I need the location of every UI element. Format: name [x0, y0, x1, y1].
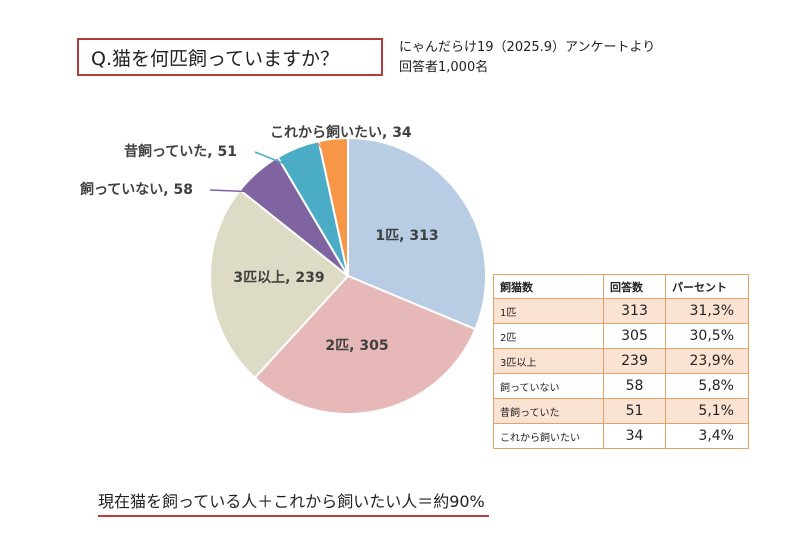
slice-label: 2匹, 305 [325, 338, 388, 354]
source-line-survey: にゃんだらけ19（2025.9）アンケートより [399, 40, 656, 55]
header-percent: パーセント [665, 274, 749, 299]
table-row: 3匹以上 239 23,9% [493, 348, 749, 374]
row-percent: 3,4% [665, 423, 749, 449]
leader-line [254, 151, 308, 174]
header-cat-count: 飼猫数 [493, 274, 604, 299]
row-count: 239 [603, 348, 666, 374]
slice-label: 3匹以上, 239 [233, 270, 324, 286]
row-count: 305 [603, 323, 666, 349]
table-row: 飼っていない 58 5,8% [493, 373, 749, 399]
row-label: 1匹 [493, 298, 604, 324]
row-count: 34 [603, 423, 666, 449]
row-label: これから飼いたい [493, 423, 604, 449]
source-line-respondents: 回答者1,000名 [399, 60, 489, 75]
leader-line [209, 189, 276, 194]
table-row: 1匹 313 31,3% [493, 298, 749, 324]
row-percent: 31,3% [665, 298, 749, 324]
question-title: Q.猫を何匹飼っていますか？ [91, 47, 340, 70]
row-percent: 30,5% [665, 323, 749, 349]
pie-slice [317, 136, 349, 277]
header-responses: 回答数 [603, 274, 666, 299]
table-header-row: 飼猫数 回答数 パーセント [493, 274, 749, 299]
source-note: にゃんだらけ19（2025.9）アンケートより 回答者1,000名 [399, 38, 655, 78]
table-row: 2匹 305 30,5% [493, 323, 749, 349]
slice-label: これから飼いたい, 34 [270, 124, 412, 141]
row-label: 飼っていない [493, 373, 604, 399]
row-label: 3匹以上 [493, 348, 604, 374]
summary-footer: 現在猫を飼っている人＋これから飼いたい人＝約90% [98, 488, 489, 517]
row-label: 2匹 [493, 323, 604, 349]
row-percent: 23,9% [665, 348, 749, 374]
table-row: 昔飼っていた 51 5,1% [493, 398, 749, 424]
row-count: 51 [603, 398, 666, 424]
pie-slice [347, 136, 487, 331]
slice-label: 1匹, 313 [375, 228, 438, 244]
table-row: これから飼いたい 34 3,4% [493, 423, 749, 449]
slice-label: 飼っていない, 58 [79, 181, 193, 198]
pie-slice [209, 188, 350, 380]
pie-slice [253, 274, 477, 415]
leader-line [317, 142, 337, 167]
data-table: 飼猫数 回答数 パーセント 1匹 313 31,3% 2匹 305 30,5% … [493, 274, 749, 449]
row-percent: 5,8% [665, 373, 749, 399]
row-count: 58 [603, 373, 666, 399]
row-percent: 5,1% [665, 398, 749, 424]
row-count: 313 [603, 298, 666, 324]
question-title-box: Q.猫を何匹飼っていますか？ [77, 38, 383, 76]
slice-label: 昔飼っていた, 51 [124, 143, 237, 160]
row-label: 昔飼っていた [493, 398, 604, 424]
